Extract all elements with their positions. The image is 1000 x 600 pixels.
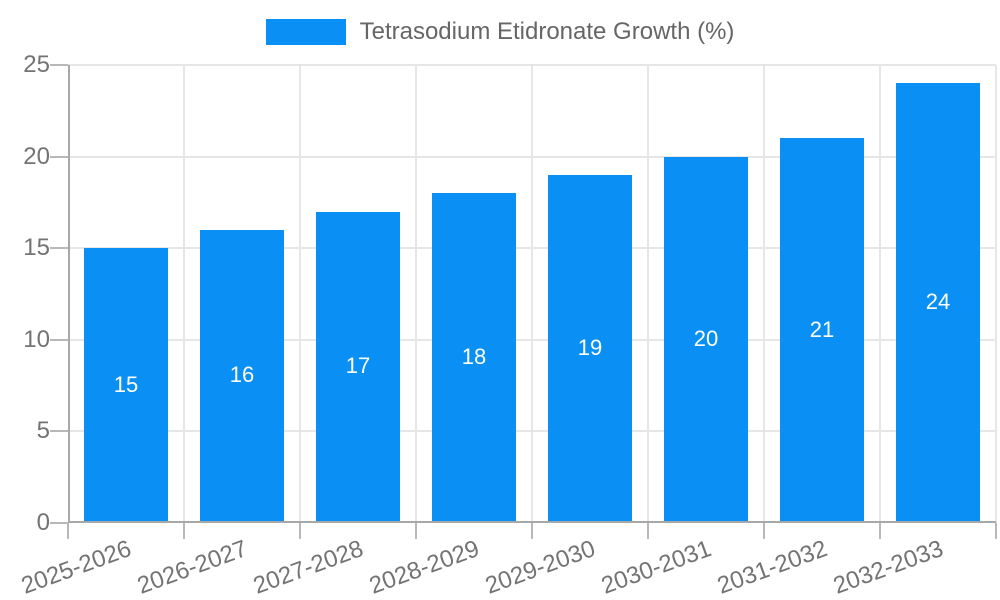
x-axis-tick bbox=[415, 523, 417, 539]
vertical-gridline bbox=[763, 65, 765, 523]
x-axis-line bbox=[68, 521, 996, 523]
bar-value-label: 21 bbox=[809, 316, 835, 342]
y-axis-tick-label: 10 bbox=[23, 325, 50, 353]
bar-2025-2026[interactable]: 15 bbox=[84, 248, 168, 521]
y-axis-tick-label: 0 bbox=[36, 509, 50, 536]
bar-2028-2029[interactable]: 18 bbox=[432, 193, 516, 521]
x-axis-category-label: 2030-2031 bbox=[597, 535, 715, 600]
y-axis-tick bbox=[50, 338, 68, 341]
bar-value-label: 19 bbox=[577, 334, 603, 360]
bar-value-label: 24 bbox=[925, 289, 951, 315]
vertical-gridline bbox=[299, 65, 301, 523]
vertical-gridline bbox=[995, 65, 997, 523]
x-axis-tick bbox=[995, 523, 997, 539]
legend-label: Tetrasodium Etidronate Growth (%) bbox=[359, 18, 735, 45]
bar-value-label: 15 bbox=[113, 371, 139, 397]
vertical-gridline bbox=[183, 65, 185, 523]
y-axis-line bbox=[68, 65, 70, 523]
bar-2032-2033[interactable]: 24 bbox=[896, 83, 980, 521]
bar-value-label: 16 bbox=[229, 362, 255, 388]
chart-legend: Tetrasodium Etidronate Growth (%) bbox=[0, 18, 1000, 46]
vertical-gridline bbox=[647, 65, 649, 523]
x-axis-category-label: 2025-2026 bbox=[17, 535, 135, 600]
x-axis-tick bbox=[531, 523, 533, 539]
y-axis-tick-label: 5 bbox=[36, 417, 50, 445]
vertical-gridline bbox=[879, 65, 881, 523]
y-axis-tick bbox=[50, 64, 68, 66]
bar-value-label: 18 bbox=[461, 344, 487, 370]
x-axis-tick bbox=[879, 523, 881, 539]
y-axis-tick bbox=[50, 430, 68, 433]
x-axis-category-label: 2027-2028 bbox=[249, 535, 367, 600]
x-axis-tick bbox=[183, 523, 185, 539]
plot-area: 15 16 17 18 19 20 21 24 bbox=[50, 64, 997, 539]
bar-value-label: 20 bbox=[693, 325, 719, 351]
x-axis-tick bbox=[67, 523, 69, 539]
bar-2029-2030[interactable]: 19 bbox=[548, 174, 632, 521]
bar-2030-2031[interactable]: 20 bbox=[664, 156, 748, 521]
legend-color-swatch bbox=[265, 19, 346, 45]
vertical-gridline bbox=[531, 65, 533, 523]
x-axis-tick bbox=[647, 523, 649, 539]
x-axis-category-label: 2031-2032 bbox=[713, 535, 831, 600]
bar-2027-2028[interactable]: 17 bbox=[316, 211, 400, 521]
bar-2031-2032[interactable]: 21 bbox=[780, 138, 864, 521]
x-axis-tick bbox=[299, 523, 301, 539]
x-axis-category-label: 2029-2030 bbox=[481, 535, 599, 600]
legend-item[interactable]: Tetrasodium Etidronate Growth (%) bbox=[265, 18, 735, 46]
vertical-gridline bbox=[415, 65, 417, 523]
x-axis-category-label: 2026-2027 bbox=[133, 535, 251, 600]
bar-2026-2027[interactable]: 16 bbox=[200, 229, 284, 521]
bar-value-label: 17 bbox=[345, 353, 371, 379]
y-axis-tick bbox=[50, 155, 68, 158]
y-axis-tick-label: 20 bbox=[23, 142, 50, 170]
y-axis-tick-label: 25 bbox=[23, 51, 50, 78]
y-axis-tick bbox=[50, 522, 68, 524]
x-axis-category-label: 2028-2029 bbox=[365, 535, 483, 600]
y-axis-tick-label: 15 bbox=[23, 234, 50, 262]
x-axis-tick bbox=[763, 523, 765, 539]
x-axis-category-label: 2032-2033 bbox=[829, 535, 947, 600]
y-axis-tick bbox=[50, 247, 68, 250]
